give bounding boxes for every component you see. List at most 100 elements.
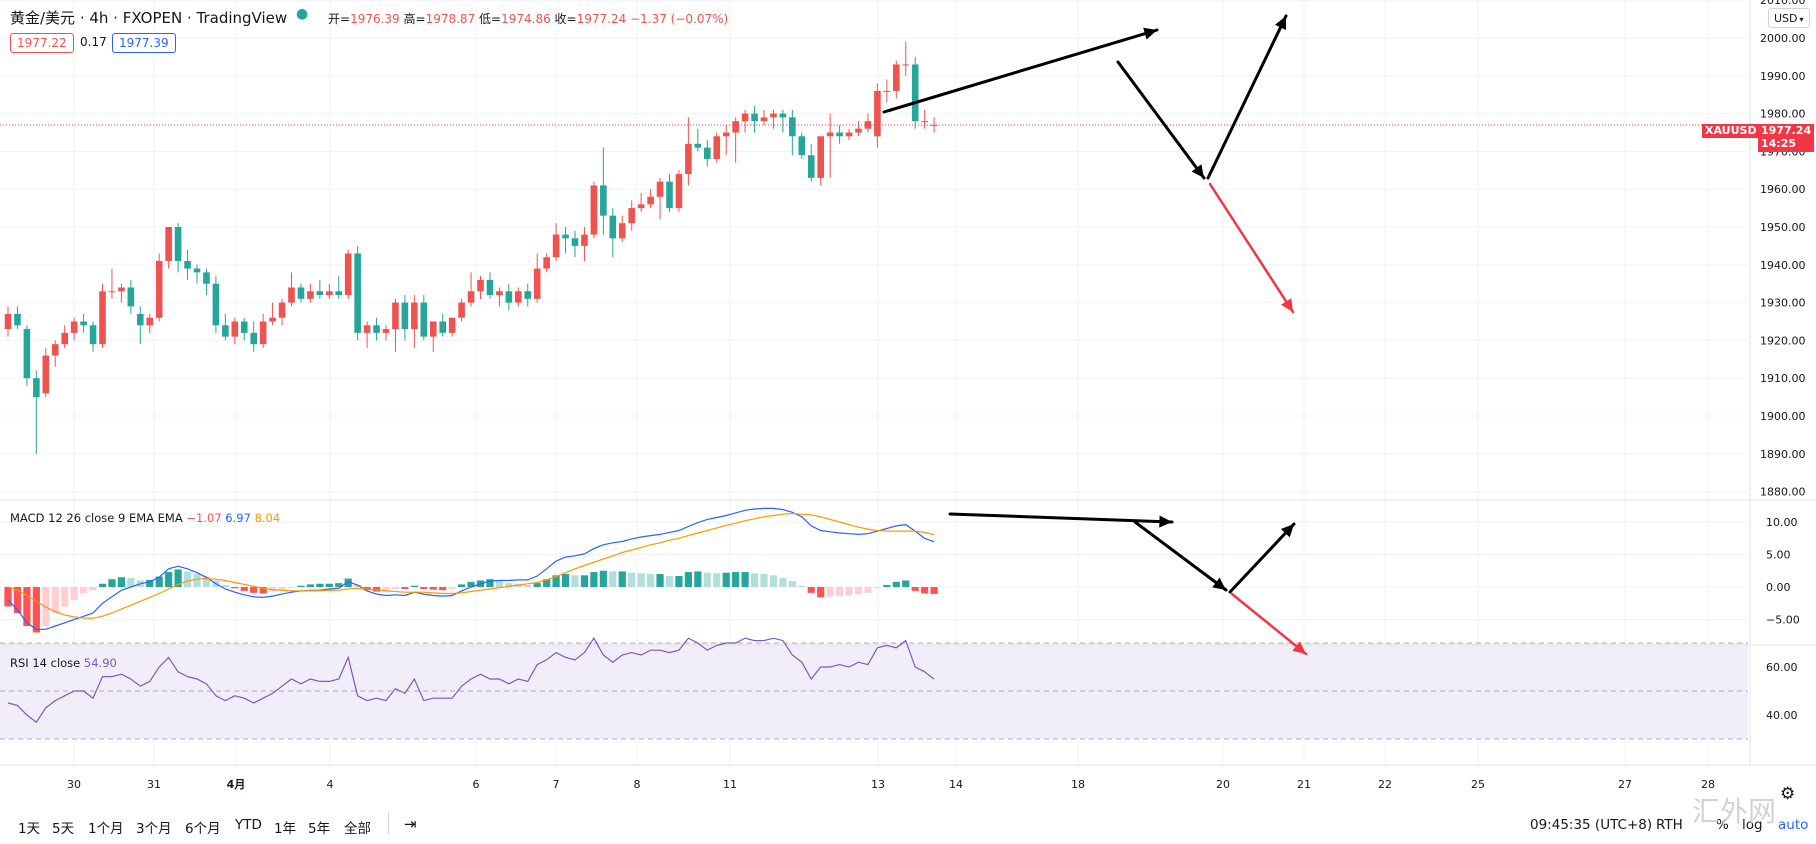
open-value: 1976.39 bbox=[350, 12, 400, 26]
macd-histogram-bar bbox=[590, 572, 598, 587]
macd-histogram-bar bbox=[760, 574, 768, 587]
range-1d[interactable]: 1天 bbox=[18, 821, 41, 837]
macd-histogram-bar bbox=[769, 575, 778, 587]
log-toggle[interactable]: log bbox=[1742, 817, 1763, 833]
macd-signal-value: 8.04 bbox=[254, 511, 281, 525]
candle-body bbox=[316, 291, 324, 296]
candle-body bbox=[269, 317, 276, 322]
symbol-title[interactable]: 黄金/美元 · 4h · FXOPEN · TradingView bbox=[10, 9, 288, 27]
macd-histogram-bar bbox=[892, 581, 900, 587]
candle-body bbox=[373, 325, 380, 333]
buy-price-box[interactable]: 1977.39 bbox=[112, 33, 176, 53]
last-price-value: 1977.24 bbox=[1761, 124, 1812, 137]
macd-line bbox=[7, 507, 935, 630]
time-axis-label: 7 bbox=[553, 778, 560, 791]
candle-body bbox=[637, 204, 645, 209]
auto-toggle[interactable]: auto bbox=[1778, 817, 1809, 833]
candle-body bbox=[392, 302, 399, 330]
price-axis-label: 1950.00 bbox=[1760, 221, 1806, 234]
rebound-arrow-head bbox=[1275, 16, 1287, 30]
macd-histogram-bar bbox=[741, 572, 749, 587]
price-axis-label: 1900.00 bbox=[1760, 410, 1806, 423]
candle-body bbox=[61, 332, 68, 345]
currency-label: USD bbox=[1774, 12, 1798, 25]
range-all[interactable]: 全部 bbox=[344, 821, 371, 837]
macd-histogram-bar bbox=[51, 587, 59, 613]
range-ytd[interactable]: YTD bbox=[235, 817, 262, 833]
price-axis-label: 1880.00 bbox=[1760, 486, 1806, 499]
price-axis-label: 1890.00 bbox=[1760, 448, 1806, 461]
candle-body bbox=[33, 378, 40, 398]
macd-histogram-bar bbox=[127, 577, 135, 587]
watermark: 汇外网 bbox=[1692, 795, 1777, 828]
range-5d[interactable]: 5天 bbox=[52, 821, 75, 837]
macd-axis-label: 5.00 bbox=[1766, 549, 1791, 562]
range-6m[interactable]: 6个月 bbox=[185, 821, 221, 837]
candle-body bbox=[297, 287, 305, 299]
candle-body bbox=[515, 291, 522, 303]
currency-select[interactable]: USD ▾ bbox=[1768, 8, 1810, 28]
candle-body bbox=[826, 132, 834, 137]
candle-body bbox=[401, 302, 409, 330]
macd-histogram-bar bbox=[420, 587, 428, 589]
candle-body bbox=[789, 117, 796, 137]
candle-body bbox=[14, 313, 21, 326]
candle-body bbox=[704, 147, 711, 159]
candle-body bbox=[429, 321, 437, 337]
candle-body bbox=[505, 291, 513, 303]
macd-histogram-bar bbox=[410, 585, 418, 587]
macd-legend[interactable]: MACD 12 26 close 9 EMA EMA −1.07 6.97 8.… bbox=[10, 511, 280, 525]
spread-value: 0.17 bbox=[80, 35, 107, 49]
price-axis-label: 1930.00 bbox=[1760, 297, 1806, 310]
macd-histogram-bar bbox=[439, 587, 447, 591]
macd-histogram-bar bbox=[779, 577, 787, 587]
range-5y[interactable]: 5年 bbox=[308, 821, 331, 837]
macd-histogram-bar bbox=[665, 575, 674, 587]
candle-body bbox=[496, 291, 503, 296]
macd-histogram-bar bbox=[259, 587, 267, 594]
range-3m[interactable]: 3个月 bbox=[136, 821, 172, 837]
candle-body bbox=[921, 121, 928, 123]
price-axis-label: 1910.00 bbox=[1760, 372, 1806, 385]
candle-body bbox=[4, 313, 12, 330]
range-1y[interactable]: 1年 bbox=[274, 821, 297, 837]
macd-histogram-bar bbox=[13, 587, 22, 613]
sell-price-box[interactable]: 1977.22 bbox=[10, 33, 74, 53]
time-axis-label: 25 bbox=[1471, 778, 1485, 791]
go-to-date-icon[interactable]: ⇥ bbox=[404, 815, 417, 833]
clock-time[interactable]: 09:45:35 (UTC+8) bbox=[1530, 817, 1653, 833]
macd-histogram-bar bbox=[429, 587, 437, 590]
time-axis-label: 22 bbox=[1378, 778, 1392, 791]
macd-histogram-bar bbox=[524, 585, 532, 587]
toolbar-divider bbox=[388, 812, 389, 834]
macd-histogram-bar bbox=[486, 579, 494, 587]
candle-body bbox=[533, 268, 541, 299]
trend-arrow bbox=[882, 28, 1159, 114]
rth-toggle[interactable]: RTH bbox=[1656, 817, 1683, 833]
time-axis-label: 14 bbox=[949, 778, 963, 791]
macd-divergence-arrow-head bbox=[1159, 515, 1172, 528]
candle-body bbox=[874, 90, 881, 137]
macd-histogram-bar bbox=[902, 580, 910, 587]
macd-rebound-arrow-head bbox=[1280, 524, 1294, 538]
candle-body bbox=[203, 272, 210, 284]
gear-icon[interactable]: ⚙ bbox=[1780, 784, 1796, 804]
candle-body bbox=[420, 302, 428, 337]
macd-histogram-bar bbox=[722, 572, 730, 587]
macd-histogram-bar bbox=[921, 587, 929, 594]
macd-histogram-bar bbox=[647, 574, 655, 587]
macd-histogram-bar bbox=[807, 587, 815, 593]
candle-body bbox=[600, 185, 607, 216]
close-label: 收= bbox=[554, 12, 577, 26]
candle-body bbox=[893, 64, 900, 91]
macd-histogram-bar bbox=[845, 587, 853, 596]
macd-histogram-bar bbox=[108, 579, 116, 587]
range-1m[interactable]: 1个月 bbox=[88, 821, 124, 837]
rsi-legend[interactable]: RSI 14 close 54.90 bbox=[10, 656, 117, 670]
percent-toggle[interactable]: % bbox=[1716, 817, 1729, 833]
rsi-pane bbox=[0, 647, 1748, 765]
macd-histogram-bar bbox=[864, 587, 872, 593]
candle-body bbox=[751, 113, 758, 122]
candle-body bbox=[70, 321, 78, 333]
